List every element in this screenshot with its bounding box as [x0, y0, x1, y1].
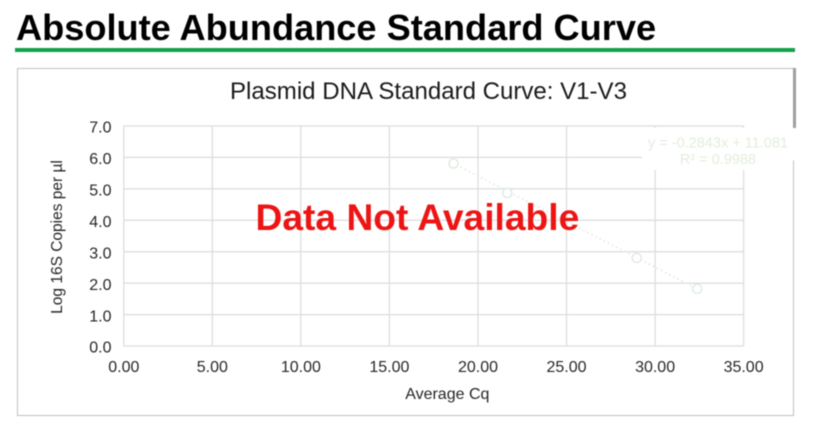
- svg-text:4.0: 4.0: [89, 214, 111, 231]
- svg-text:6.0: 6.0: [89, 151, 111, 168]
- svg-text:30.00: 30.00: [635, 359, 675, 376]
- svg-text:5.00: 5.00: [197, 359, 228, 376]
- svg-text:Log 16S Copies per µl: Log 16S Copies per µl: [49, 160, 66, 314]
- svg-text:2.0: 2.0: [89, 277, 111, 294]
- svg-text:3.0: 3.0: [89, 245, 111, 262]
- svg-text:Data Not Available: Data Not Available: [256, 196, 580, 238]
- svg-text:0.0: 0.0: [89, 340, 111, 357]
- svg-text:y = -0.2843x + 11.081: y = -0.2843x + 11.081: [648, 136, 788, 152]
- svg-text:Plasmid DNA Standard Curve: V1: Plasmid DNA Standard Curve: V1-V3: [230, 78, 627, 105]
- svg-text:25.00: 25.00: [546, 359, 586, 376]
- svg-text:Average Cq: Average Cq: [405, 386, 489, 403]
- svg-text:35.00: 35.00: [724, 359, 764, 376]
- svg-text:20.00: 20.00: [458, 359, 498, 376]
- svg-text:1.0: 1.0: [89, 308, 111, 325]
- svg-text:R² = 0.9988: R² = 0.9988: [680, 152, 756, 168]
- svg-text:5.0: 5.0: [89, 183, 111, 200]
- svg-text:7.0: 7.0: [89, 120, 111, 137]
- svg-text:10.00: 10.00: [281, 359, 321, 376]
- svg-text:0.00: 0.00: [108, 359, 139, 376]
- svg-text:15.00: 15.00: [369, 359, 409, 376]
